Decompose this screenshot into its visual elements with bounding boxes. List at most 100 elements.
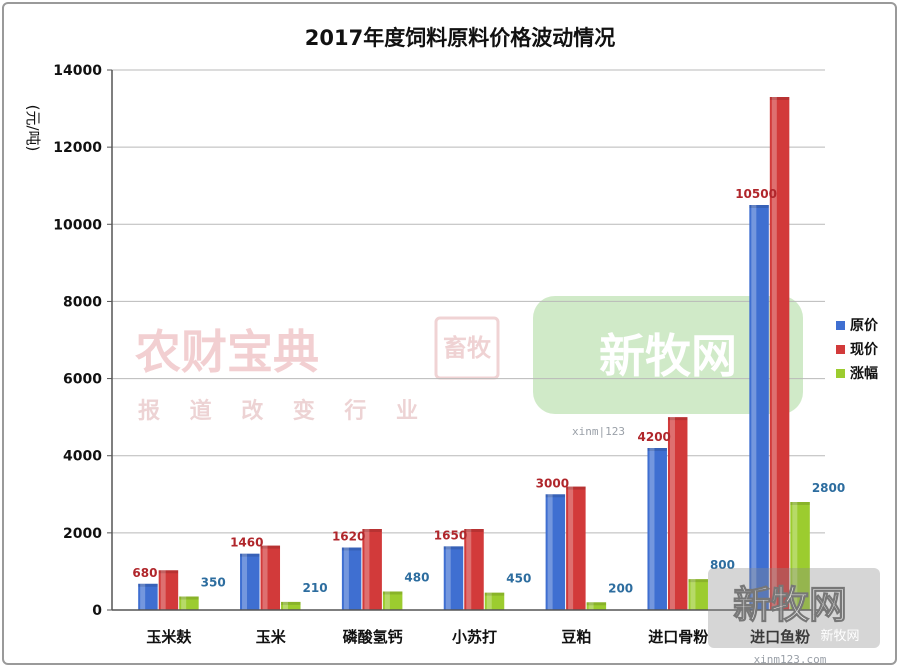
x-tick-label: 玉米麸 xyxy=(146,628,192,646)
bar-highlight xyxy=(568,486,574,610)
x-tick-label: 进口鱼粉 xyxy=(750,628,810,646)
bar-cap xyxy=(179,596,199,600)
bar-highlight xyxy=(751,205,757,610)
watermark-corner-sub: 新牧网 xyxy=(820,628,859,644)
bar xyxy=(179,596,199,610)
bar-highlight xyxy=(140,583,146,610)
watermark-corner-box xyxy=(708,568,880,648)
data-label: 4200 xyxy=(638,430,671,444)
x-ticks: 玉米麸 玉米 磷酸氢钙 小苏打 豆粕 进口骨粉 进口鱼粉 xyxy=(146,628,810,646)
data-label: 480 xyxy=(404,570,429,584)
data-label: 1650 xyxy=(434,528,467,542)
bar xyxy=(566,486,586,610)
bar-highlight xyxy=(588,602,594,610)
bar xyxy=(647,448,667,610)
y-tick-label: 4000 xyxy=(63,449,102,465)
watermark-layer: 农财宝典 畜牧 报道改变行业 新牧网 xinm|123 xyxy=(135,296,803,438)
bar-cap xyxy=(688,579,708,583)
data-label: 200 xyxy=(608,581,633,595)
chart-title: 2017年度饲料原料价格波动情况 xyxy=(305,26,615,50)
bar xyxy=(240,553,260,610)
watermark-seal-box xyxy=(434,316,500,380)
watermark-center-small: xinm|123 xyxy=(572,425,625,438)
y-tick-label: 0 xyxy=(92,603,102,619)
legend-label: 原价 xyxy=(850,318,879,334)
bar-highlight xyxy=(262,545,268,610)
y-axis-label: (元/吨) xyxy=(24,105,42,152)
data-labels: 680 350 1460 210 1620 480 1650 450 3000 200 4200 80… xyxy=(132,187,845,595)
bar xyxy=(484,592,505,610)
x-tick-label: 进口骨粉 xyxy=(648,628,708,646)
bar-highlight xyxy=(690,579,696,610)
data-label: 10500 xyxy=(735,187,777,201)
watermark-left-main: 农财宝典 xyxy=(135,325,319,379)
bar xyxy=(688,579,708,610)
y-tick-label: 2000 xyxy=(63,526,102,542)
y-tick-label: 8000 xyxy=(63,294,102,310)
bar xyxy=(158,570,179,610)
bars xyxy=(138,97,810,610)
legend-swatch xyxy=(836,369,845,378)
x-tick-label: 豆粕 xyxy=(561,628,591,646)
data-label: 450 xyxy=(506,572,531,586)
bar-highlight xyxy=(181,596,187,610)
bar-highlight xyxy=(160,570,166,610)
bar xyxy=(260,545,281,610)
bar xyxy=(749,205,769,610)
y-ticks: 0 2000 4000 6000 8000 10000 12000 14000 xyxy=(53,63,112,619)
bar xyxy=(790,502,810,610)
bar-highlight xyxy=(547,494,553,610)
y-tick-label: 10000 xyxy=(53,217,102,233)
bar-cap xyxy=(484,592,505,596)
bar-cap xyxy=(749,205,769,208)
bar-highlight xyxy=(242,553,248,610)
bar xyxy=(281,601,301,610)
bar-highlight xyxy=(771,97,777,610)
data-label: 800 xyxy=(710,558,735,572)
bar-cap xyxy=(281,601,301,605)
watermark-center-main: 新牧网 xyxy=(599,329,737,383)
bar-highlight xyxy=(649,448,655,610)
bar xyxy=(586,602,607,610)
bar xyxy=(341,547,362,610)
data-label: 2800 xyxy=(812,481,845,495)
bar-cap xyxy=(443,546,464,550)
bar-cap xyxy=(240,553,260,557)
watermark-left-sub: 报道改变行业 xyxy=(138,398,418,424)
bar-highlight xyxy=(343,547,349,610)
bar xyxy=(545,494,566,610)
watermark-corner: 新牧网 新牧网 xinm123.com xyxy=(708,568,880,666)
y-tick-label: 12000 xyxy=(53,140,102,156)
bar-cap xyxy=(790,502,810,505)
bar-highlight xyxy=(466,529,472,610)
y-tick-label: 6000 xyxy=(63,372,102,388)
bar-highlight xyxy=(792,502,798,610)
bar-cap xyxy=(382,591,403,595)
bar-cap xyxy=(545,494,566,498)
bar-cap xyxy=(464,529,484,532)
x-tick-label: 小苏打 xyxy=(452,628,497,646)
bar xyxy=(667,417,688,610)
bar xyxy=(443,546,464,610)
bar-cap xyxy=(647,448,667,451)
watermark-corner-main: 新牧网 xyxy=(733,583,847,627)
bar-cap xyxy=(667,417,688,421)
bar-cap xyxy=(341,547,362,551)
bar-highlight xyxy=(283,601,289,610)
data-label: 1460 xyxy=(230,536,263,550)
x-tick-label: 磷酸氢钙 xyxy=(343,628,403,646)
data-label: 1620 xyxy=(332,530,365,544)
bar xyxy=(382,591,403,610)
bar-cap xyxy=(586,602,607,606)
bar xyxy=(464,529,484,610)
bar-highlight xyxy=(669,417,675,610)
bar-highlight xyxy=(364,529,370,610)
data-label: 210 xyxy=(303,581,328,595)
bar xyxy=(362,529,382,610)
watermark-corner-url: xinm123.com xyxy=(754,653,827,666)
legend-swatch xyxy=(836,321,845,330)
data-label: 680 xyxy=(132,566,157,580)
watermark-left-seal: 畜牧 xyxy=(443,333,492,362)
